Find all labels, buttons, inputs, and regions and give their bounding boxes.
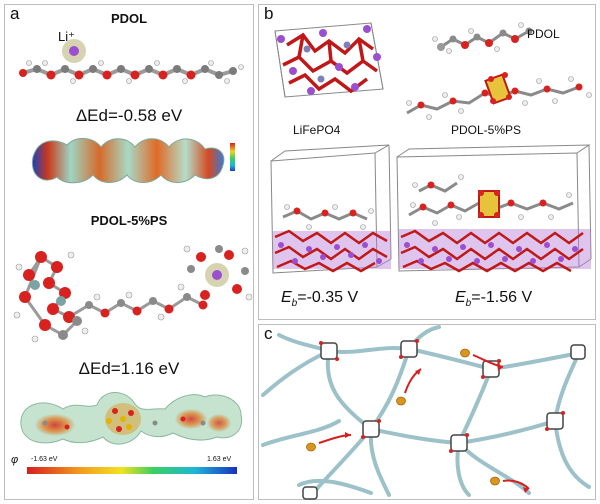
esp-symbol: φ <box>11 454 19 466</box>
panel-b-label: b <box>264 4 274 23</box>
panel-c-network <box>261 325 591 500</box>
panel-b: b <box>258 4 596 320</box>
pdol-energy: ΔEd=-0.58 eV <box>75 106 183 125</box>
eb-right: Eb=-1.56 V <box>455 289 533 310</box>
pdol-esp-surface <box>31 138 225 184</box>
pdol-label: PDOL <box>527 27 560 41</box>
esp-hotspot-3 <box>175 409 207 429</box>
esp-min-label: -1.63 eV <box>31 456 58 463</box>
arrow-heads <box>345 363 529 493</box>
pdol-ps-energy: ΔEd=1.16 eV <box>78 359 180 378</box>
panel-a-label: a <box>10 4 20 23</box>
pdol-ps-chain <box>406 72 592 120</box>
lifepo4-label: LiFePO4 <box>293 123 341 137</box>
esp-hotspot-4 <box>207 414 231 432</box>
lifepo4-crystal <box>274 22 384 98</box>
esp-embedded-atoms <box>42 408 206 432</box>
slab-atoms-right <box>399 174 591 273</box>
eb-left: Eb=-0.35 V <box>281 289 359 310</box>
panel-c: c <box>258 324 596 500</box>
pdol-chain-small <box>432 22 533 54</box>
panel-a-graphics <box>13 39 253 474</box>
panel-c-label: c <box>264 324 273 343</box>
esp-horizontal-colorbar <box>27 467 237 474</box>
network-strands <box>261 325 591 497</box>
pdol-ps-molecule <box>13 245 253 343</box>
panel-a: a PDOL <box>4 4 254 500</box>
li-ions <box>306 348 500 486</box>
pdol-ps-title: PDOL-5%PS <box>90 213 168 228</box>
esp-hotspot-1 <box>35 414 75 436</box>
pdol-title: PDOL <box>110 11 148 26</box>
esp-max-label: 1.63 eV <box>207 456 232 463</box>
slab-box-left <box>270 144 392 274</box>
pdol-ps-label: PDOL-5%PS <box>451 123 522 137</box>
esp-vertical-colorbar <box>230 143 235 171</box>
crosslink-nodes <box>302 339 586 500</box>
li-ion <box>69 46 79 56</box>
pdol-chain-bonds <box>22 66 234 78</box>
li-ion-label: Li⁺ <box>58 29 75 44</box>
slab-atoms-left <box>273 204 391 273</box>
panel-b-graphics <box>270 22 592 274</box>
pdol-atoms <box>19 60 244 84</box>
slab-box-right <box>396 144 592 272</box>
